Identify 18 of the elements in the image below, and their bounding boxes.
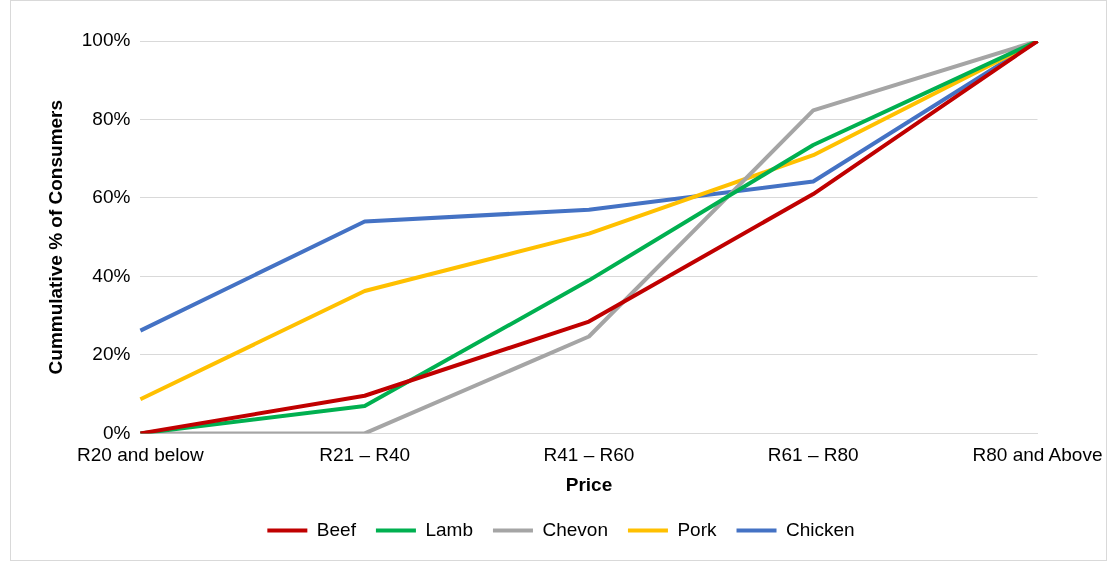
y-tick-label: 40% (92, 264, 131, 286)
y-tick-label: 100% (81, 29, 131, 51)
x-tick-label: R80 and Above (972, 444, 1103, 466)
legend-label: Chicken (786, 518, 855, 540)
x-tick-label: R20 and below (77, 444, 205, 466)
y-tick-label: 60% (92, 186, 131, 208)
x-tick-label: R61 – R80 (767, 444, 859, 466)
legend-label: Chevon (542, 518, 608, 540)
legend-label: Pork (677, 518, 718, 540)
y-tick-label: 0% (102, 421, 131, 443)
y-tick-label: 80% (92, 107, 131, 129)
legend-label: Beef (316, 518, 357, 540)
x-tick-label: R41 – R60 (543, 444, 635, 466)
x-tick-label: R21 – R40 (319, 444, 411, 466)
y-tick-label: 20% (92, 343, 131, 365)
legend-label: Lamb (425, 518, 473, 540)
x-axis-title: Price (565, 473, 613, 495)
y-axis-title: Cummulative % of Consumers (44, 99, 66, 375)
